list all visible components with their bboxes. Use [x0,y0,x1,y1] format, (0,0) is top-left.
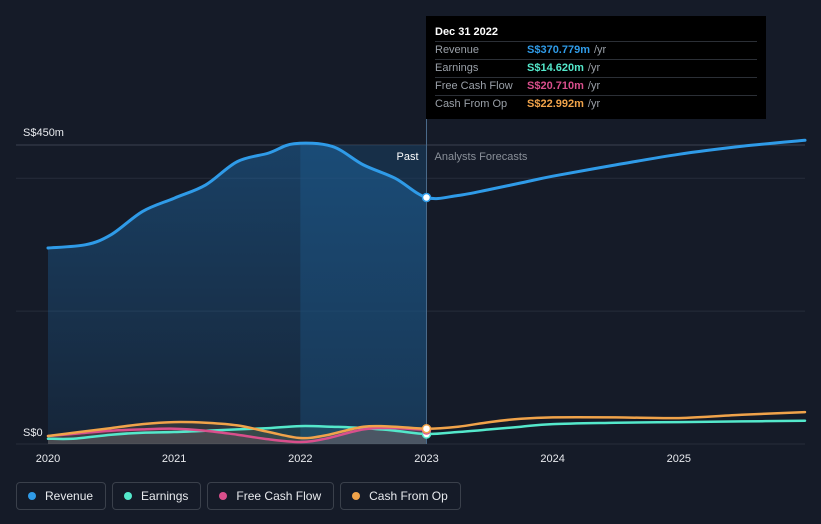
series-line-earnings [46,419,807,441]
legend-label: Free Cash Flow [236,489,322,503]
legend-label: Revenue [45,489,94,503]
x-tick-label: 2020 [36,453,60,465]
legend-dot-icon [124,492,133,500]
marker-cash-from-op [421,423,432,434]
legend-dot-icon [219,492,228,500]
tooltip-date: Dec 31 2022 [435,26,498,38]
tooltip-row-value: S$22.992m [527,98,584,110]
tooltip-row-earnings: Earnings S$14.620m /yr [435,59,757,77]
tooltip-row-unit: /yr [587,80,601,92]
tooltip-row-cash-from-op: Cash From Op S$22.992m /yr [435,95,757,113]
legend-label: Earnings [141,489,189,503]
series-line-cash-from-op [46,410,807,440]
tooltip-row-value: S$20.710m [527,80,584,92]
x-tick-label: 2021 [162,453,186,465]
tooltip-row-name: Cash From Op [435,98,508,110]
series-lines [46,138,807,444]
tooltip-row-unit: /yr [587,98,601,110]
hover-markers [421,192,432,439]
legend-item-revenue[interactable]: Revenue [16,482,107,510]
past-zone-label: Past [396,151,418,163]
legend-dot-icon [352,492,361,500]
tooltip-row-free-cash-flow: Free Cash Flow S$20.710m /yr [435,77,757,95]
forecast-zone-label: Analysts Forecasts [435,151,528,163]
legend-item-free-cash-flow[interactable]: Free Cash Flow [207,482,335,510]
series-area-revenue [48,143,427,444]
tooltip-row-value: S$370.779m [527,44,590,56]
series-line-revenue [46,138,807,250]
x-tick-label: 2024 [540,453,564,465]
tooltip: Dec 31 2022 Revenue S$370.779m /yr Earni… [426,16,766,119]
series-line-free-cash-flow [46,426,428,444]
series-areas [48,143,427,444]
legend: Revenue Earnings Free Cash Flow Cash Fro… [16,482,461,510]
tooltip-row-name: Earnings [435,62,479,74]
tooltip-row-unit: /yr [594,44,607,56]
x-tick-label: 2023 [414,453,438,465]
x-axis-ticks: 2020 2021 2022 2023 2024 2025 [36,453,691,465]
y-axis-top-label: S$450m [23,127,64,139]
tooltip-row-unit: /yr [587,62,601,74]
legend-dot-icon [28,492,36,500]
y-axis-bottom-label: S$0 [23,427,43,439]
marker-revenue [421,192,432,203]
tooltip-row-name: Revenue [435,44,480,56]
legend-item-earnings[interactable]: Earnings [112,482,202,510]
tooltip-row-revenue: Revenue S$370.779m /yr [435,41,757,59]
legend-item-cash-from-op[interactable]: Cash From Op [340,482,461,510]
tooltip-row-name: Free Cash Flow [435,80,513,92]
legend-label: Cash From Op [369,489,448,503]
x-tick-label: 2022 [288,453,312,465]
x-tick-label: 2025 [667,453,691,465]
tooltip-row-value: S$14.620m [527,62,584,74]
